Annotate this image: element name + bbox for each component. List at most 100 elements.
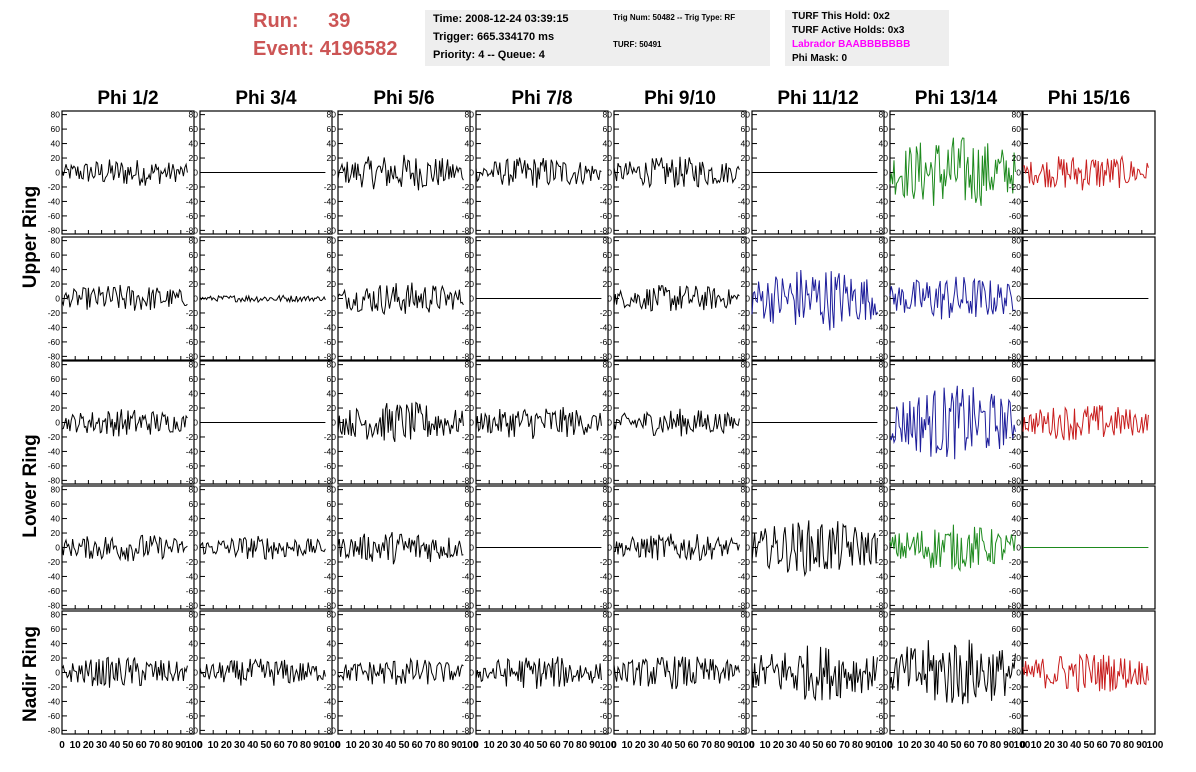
y-tick-label: -80: [1009, 725, 1022, 735]
x-tick-label: 30: [96, 740, 108, 751]
y-tick-label: -80: [738, 725, 751, 735]
waveform-trace: [889, 137, 1016, 206]
x-tick-label: 20: [635, 740, 647, 751]
x-tick-label: 10: [622, 740, 634, 751]
x-tick-label: 60: [826, 740, 838, 751]
y-tick-label: 40: [465, 265, 475, 275]
y-tick-label: 20: [1012, 279, 1022, 289]
y-tick-label: -80: [462, 600, 475, 610]
y-tick-label: -80: [1009, 225, 1022, 235]
y-tick-label: 20: [603, 653, 613, 663]
x-tick-label: 30: [924, 740, 936, 751]
y-tick-label: 20: [189, 279, 199, 289]
waveform-trace: [751, 520, 878, 578]
y-tick-label: 0: [1016, 294, 1021, 304]
y-tick-label: 20: [741, 153, 751, 163]
x-tick-label: 10: [1031, 740, 1043, 751]
y-tick-label: 80: [879, 236, 889, 246]
y-tick-label: -20: [876, 557, 889, 567]
x-tick-label: 70: [1110, 740, 1122, 751]
y-tick-label: 80: [603, 610, 613, 620]
y-tick-label: -80: [738, 600, 751, 610]
y-tick-label: 60: [327, 374, 337, 384]
x-tick-label: 70: [977, 740, 989, 751]
y-tick-label: 0: [469, 418, 474, 428]
y-tick-label: 20: [879, 153, 889, 163]
y-tick-label: -20: [1009, 182, 1022, 192]
panel-frame: [337, 110, 471, 235]
y-tick-label: 20: [603, 403, 613, 413]
y-tick-label: 80: [1012, 360, 1022, 370]
y-tick-label: -80: [876, 351, 889, 361]
y-tick-label: -60: [876, 337, 889, 347]
column-title: Phi 3/4: [235, 88, 297, 109]
y-tick-label: 80: [327, 110, 337, 120]
x-tick-label: 100: [324, 740, 341, 751]
y-tick-label: -40: [324, 571, 337, 581]
y-tick-label: -20: [48, 308, 61, 318]
y-tick-label: -80: [48, 725, 61, 735]
y-tick-label: -60: [48, 711, 61, 721]
y-tick-label: -80: [1009, 475, 1022, 485]
y-tick-label: 80: [741, 610, 751, 620]
y-tick-label: -20: [48, 432, 61, 442]
x-tick-label: 40: [385, 740, 397, 751]
y-tick-label: -60: [186, 586, 199, 596]
y-tick-label: 80: [51, 360, 61, 370]
y-tick-label: 80: [465, 610, 475, 620]
y-tick-label: 20: [327, 528, 337, 538]
y-tick-label: -60: [186, 211, 199, 221]
y-tick-label: -40: [876, 446, 889, 456]
y-tick-label: 20: [465, 153, 475, 163]
y-tick-label: 20: [327, 653, 337, 663]
y-tick-label: 80: [741, 110, 751, 120]
y-tick-label: -20: [324, 557, 337, 567]
y-tick-label: -20: [600, 182, 613, 192]
y-tick-label: 0: [331, 418, 336, 428]
ring-label: Upper Ring: [20, 186, 41, 288]
y-tick-label: -80: [876, 475, 889, 485]
y-tick-label: -80: [324, 225, 337, 235]
y-tick-label: 20: [741, 653, 751, 663]
y-tick-label: 80: [879, 110, 889, 120]
y-tick-label: -20: [1009, 557, 1022, 567]
y-tick-label: -40: [462, 196, 475, 206]
y-tick-label: -20: [324, 182, 337, 192]
y-tick-label: 0: [1016, 668, 1021, 678]
y-tick-label: -80: [186, 475, 199, 485]
y-tick-label: -60: [48, 211, 61, 221]
y-tick-label: 20: [327, 403, 337, 413]
turf-this-hold-text: TURF This Hold: 0x2: [792, 11, 890, 22]
x-tick-label: 100: [462, 740, 479, 751]
y-tick-label: 40: [741, 139, 751, 149]
event-number: Event: 4196582: [253, 38, 398, 61]
x-tick-label: 0: [197, 740, 203, 751]
y-tick-label: -40: [462, 696, 475, 706]
x-tick-label: 60: [274, 740, 286, 751]
x-tick-label: 10: [208, 740, 220, 751]
y-tick-label: 0: [331, 668, 336, 678]
y-tick-label: 20: [51, 653, 61, 663]
trig-info-box: Trig Num: 50482 -- Trig Type: RF TURF: 5…: [605, 10, 770, 66]
y-tick-label: -20: [48, 182, 61, 192]
ring-label: Lower Ring: [20, 434, 41, 537]
y-tick-label: 60: [189, 374, 199, 384]
x-tick-label: 70: [149, 740, 161, 751]
y-tick-label: 0: [1016, 168, 1021, 178]
x-tick-label: 80: [576, 740, 588, 751]
y-tick-label: 40: [327, 265, 337, 275]
x-tick-label: 0: [887, 740, 893, 751]
y-tick-label: -60: [738, 586, 751, 596]
y-tick-label: -60: [186, 337, 199, 347]
x-tick-label: 70: [287, 740, 299, 751]
y-tick-label: 40: [189, 514, 199, 524]
y-tick-label: -60: [738, 337, 751, 347]
y-tick-label: -60: [186, 461, 199, 471]
y-tick-label: 80: [189, 485, 199, 495]
labrador-text: Labrador BAABBBBBBB: [792, 39, 911, 50]
x-tick-label: 40: [109, 740, 121, 751]
y-tick-label: 40: [741, 514, 751, 524]
x-tick-label: 20: [83, 740, 95, 751]
y-tick-label: -20: [324, 682, 337, 692]
y-tick-label: 40: [51, 639, 61, 649]
